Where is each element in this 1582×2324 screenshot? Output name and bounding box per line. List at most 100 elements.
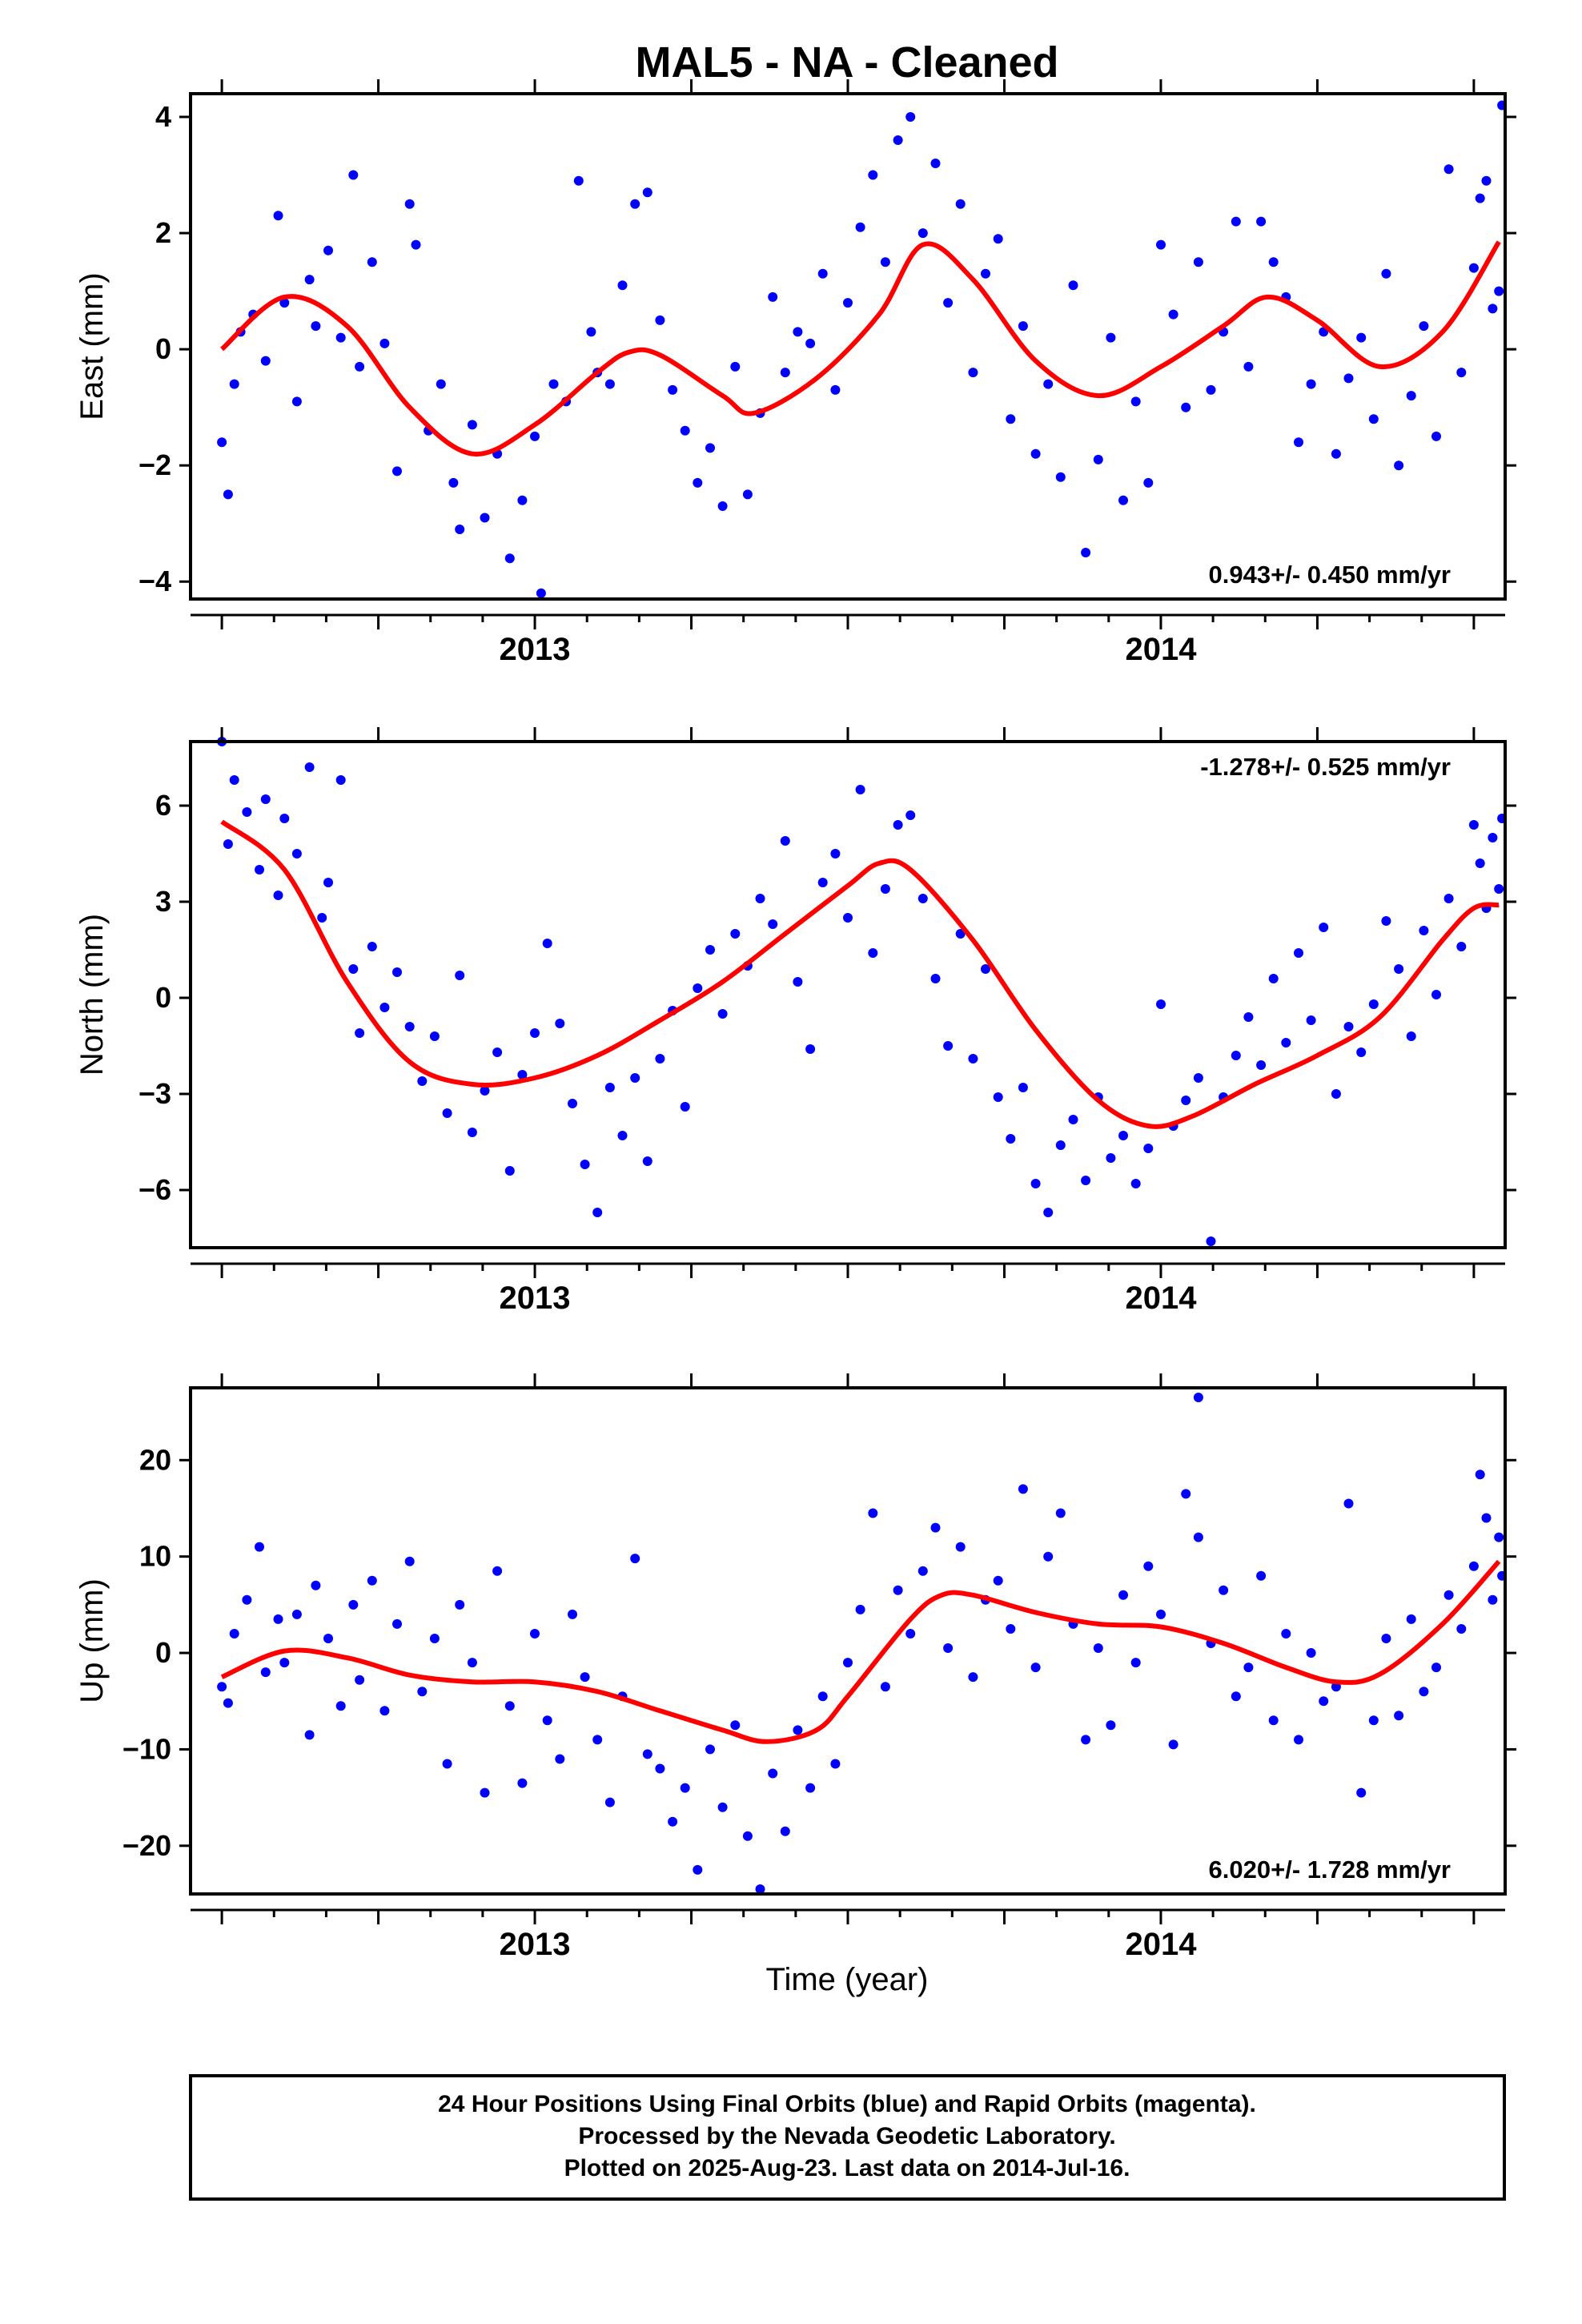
data-point [1193, 257, 1203, 267]
data-point [1431, 431, 1441, 441]
data-point [1206, 1236, 1216, 1246]
data-point [530, 431, 540, 441]
data-point [242, 1594, 252, 1605]
data-point [260, 356, 271, 366]
data-point [604, 1797, 615, 1807]
data-point [260, 794, 271, 804]
data-point [693, 983, 703, 993]
data-point [917, 228, 928, 239]
data-point [917, 894, 928, 903]
data-point [1219, 1585, 1229, 1595]
data-point [993, 1575, 1003, 1586]
data-point [680, 1102, 690, 1112]
y-tick-label: −10 [122, 1732, 171, 1765]
data-point [1081, 1735, 1091, 1745]
data-point [355, 1028, 365, 1038]
y-tick-label: 2 [155, 216, 171, 249]
data-point [1256, 216, 1267, 227]
data-point [1055, 1140, 1066, 1150]
data-point [755, 894, 765, 903]
data-point [317, 913, 327, 923]
data-point [717, 1009, 728, 1019]
data-point [367, 257, 377, 267]
data-point [630, 199, 640, 209]
data-point [1468, 820, 1479, 830]
data-point [1419, 1687, 1429, 1697]
data-point [1368, 1715, 1379, 1726]
data-point [1006, 1134, 1016, 1144]
data-point [742, 1831, 753, 1841]
north-panel: 6 3 0 −3 −6 2013 2014 North (mm) -1.278+/- 0.525… [74, 727, 1516, 1316]
y-tick-label: −3 [139, 1077, 171, 1110]
data-point [1419, 926, 1429, 935]
data-point [273, 1614, 283, 1624]
data-point [404, 1022, 415, 1031]
data-point [1156, 999, 1166, 1009]
data-point [1343, 373, 1354, 384]
data-point [768, 919, 778, 929]
data-point [630, 1554, 640, 1564]
data-point [367, 1575, 377, 1586]
data-point [1030, 448, 1041, 459]
data-point [930, 159, 941, 168]
data-point [843, 1658, 853, 1668]
data-point [323, 1634, 333, 1643]
data-point [1294, 1735, 1303, 1745]
data-point [1231, 1691, 1241, 1702]
data-point [1468, 1561, 1479, 1571]
data-point [1488, 1594, 1498, 1605]
data-point [780, 1826, 790, 1836]
data-point [1193, 1073, 1203, 1083]
data-point [1475, 858, 1485, 868]
data-point [417, 1076, 428, 1086]
data-point [1081, 1176, 1091, 1185]
data-point [392, 1618, 402, 1629]
data-point [279, 298, 290, 308]
y-tick-label: 0 [155, 332, 171, 365]
data-point [805, 1783, 816, 1793]
data-point [1456, 1624, 1467, 1634]
data-point [311, 1580, 321, 1590]
data-point [1368, 999, 1379, 1009]
data-point [1281, 1629, 1291, 1638]
data-point [955, 199, 966, 209]
data-point [586, 327, 596, 337]
data-point [1268, 974, 1279, 983]
data-point [429, 1634, 440, 1643]
data-point [642, 1749, 652, 1759]
data-point [705, 1744, 715, 1755]
data-point [291, 1609, 302, 1619]
data-point [1143, 1144, 1154, 1153]
data-point [705, 945, 715, 955]
data-point [1206, 384, 1216, 395]
data-point [693, 1864, 703, 1875]
y-tick-label: −20 [122, 1829, 171, 1862]
data-point [1343, 1022, 1354, 1031]
data-point [1494, 884, 1504, 894]
data-point [880, 1682, 890, 1692]
data-point [793, 1725, 803, 1735]
y-tick-label: −4 [139, 565, 171, 597]
data-point [229, 379, 239, 389]
data-point [830, 849, 841, 858]
data-point [893, 135, 903, 145]
data-point [542, 1715, 552, 1726]
data-point [492, 1047, 503, 1057]
data-point [392, 466, 402, 476]
data-point [592, 1208, 603, 1217]
data-point [1055, 472, 1066, 482]
data-point [1481, 175, 1492, 186]
plot-frame [189, 740, 1507, 1249]
data-point [1243, 361, 1254, 372]
data-point [467, 1658, 477, 1668]
data-point [223, 1698, 233, 1708]
data-point [404, 1556, 415, 1566]
data-point [793, 977, 803, 987]
data-point [530, 1028, 540, 1038]
data-point [1431, 1663, 1441, 1673]
data-point [1130, 396, 1141, 407]
data-point [905, 810, 916, 820]
data-point [417, 1687, 428, 1697]
data-point [1006, 414, 1016, 424]
data-point [604, 1083, 615, 1092]
